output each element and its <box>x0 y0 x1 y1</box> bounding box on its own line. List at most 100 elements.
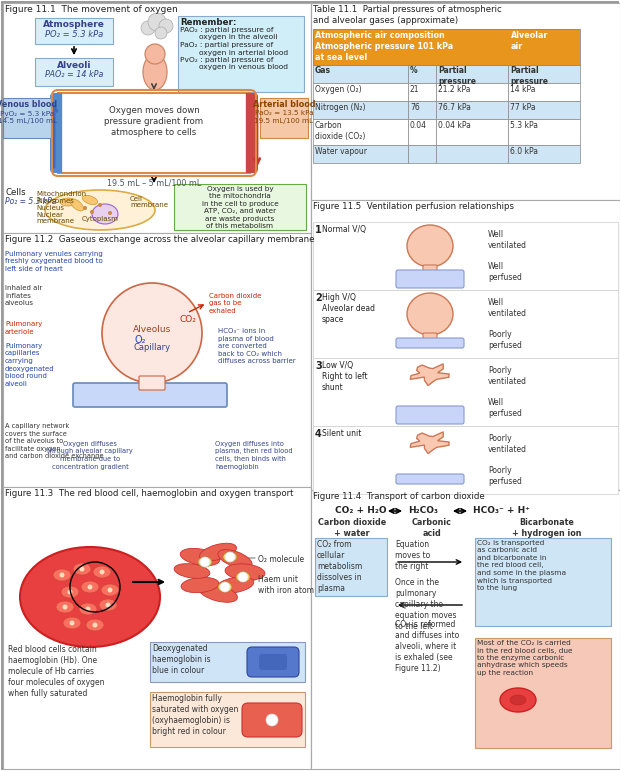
Text: 76: 76 <box>410 103 420 112</box>
Circle shape <box>99 570 105 574</box>
Ellipse shape <box>174 564 210 578</box>
Ellipse shape <box>92 204 118 224</box>
Text: Table 11.1  Partial pressures of atmospheric
and alveolar gases (approximate): Table 11.1 Partial pressures of atmosphe… <box>313 5 502 25</box>
Text: Remember:: Remember: <box>180 18 236 27</box>
Bar <box>150 642 305 682</box>
Ellipse shape <box>63 617 81 629</box>
Text: Carbonic
acid: Carbonic acid <box>412 518 452 538</box>
Circle shape <box>225 552 235 562</box>
Circle shape <box>68 590 73 594</box>
Text: HCO₃⁻ ions in
plasma of blood
are converted
back to CO₂ which
diffuses across ba: HCO₃⁻ ions in plasma of blood are conver… <box>218 328 296 364</box>
Text: CO₂ from
cellular
metabolism
dissolves in
plasma: CO₂ from cellular metabolism dissolves i… <box>317 540 362 594</box>
Text: Inhaled air
inflates
alveolus: Inhaled air inflates alveolus <box>5 285 42 306</box>
Text: Arterial blood: Arterial blood <box>253 100 315 109</box>
Text: Mitochondrion: Mitochondrion <box>36 191 86 197</box>
Text: Equation
moves to
the right: Equation moves to the right <box>395 540 430 571</box>
Bar <box>508 65 580 83</box>
Text: 0.04: 0.04 <box>410 121 427 130</box>
FancyBboxPatch shape <box>423 265 437 275</box>
Bar <box>436 101 508 119</box>
Bar <box>408 101 436 119</box>
Bar <box>58 93 250 173</box>
Text: 14 kPa: 14 kPa <box>510 85 536 94</box>
Ellipse shape <box>60 198 76 206</box>
Bar <box>174 184 306 230</box>
Text: Red blood cells contain
haemoglobin (Hb). One
molecule of Hb carries
four molecu: Red blood cells contain haemoglobin (Hb)… <box>8 645 105 699</box>
Circle shape <box>148 13 166 31</box>
FancyBboxPatch shape <box>396 338 464 348</box>
Text: Figure 11.4  Transport of carbon dioxide: Figure 11.4 Transport of carbon dioxide <box>313 492 485 501</box>
Text: Figure 11.2  Gaseous exchange across the alveolar capillary membrane: Figure 11.2 Gaseous exchange across the … <box>5 235 314 244</box>
Text: Poorly
perfused: Poorly perfused <box>488 466 522 486</box>
Bar <box>508 29 580 65</box>
Text: Venous blood: Venous blood <box>0 100 58 109</box>
Ellipse shape <box>79 603 97 615</box>
Ellipse shape <box>223 552 237 562</box>
Text: Alveolus: Alveolus <box>133 325 171 334</box>
Ellipse shape <box>102 283 202 383</box>
Text: Figure 11.5  Ventilation perfusion relationships: Figure 11.5 Ventilation perfusion relati… <box>313 202 514 211</box>
FancyBboxPatch shape <box>139 376 165 390</box>
Text: Figure 11.3  The red blood cell, haemoglobin and oxygen transport: Figure 11.3 The red blood cell, haemoglo… <box>5 489 293 498</box>
Circle shape <box>220 582 230 592</box>
Bar <box>313 290 618 358</box>
Polygon shape <box>410 432 449 453</box>
Bar <box>313 222 618 290</box>
Circle shape <box>105 602 110 608</box>
Circle shape <box>145 44 165 64</box>
Text: Deoxygenated
haemoglobin is
blue in colour: Deoxygenated haemoglobin is blue in colo… <box>152 644 211 675</box>
Bar <box>313 83 408 101</box>
Text: Normal V/Q: Normal V/Q <box>322 225 366 234</box>
Text: Cells: Cells <box>5 188 25 197</box>
Text: PaO₂ = 13.5 kPa
19.5 mL/100 mL: PaO₂ = 13.5 kPa 19.5 mL/100 mL <box>254 110 314 123</box>
Text: Atmospheric air composition
Atmospheric pressure 101 kPa
at sea level: Atmospheric air composition Atmospheric … <box>315 31 453 62</box>
Bar <box>508 145 580 163</box>
FancyBboxPatch shape <box>396 474 464 484</box>
FancyBboxPatch shape <box>242 703 302 737</box>
Text: Carbon dioxide
gas to be
exhaled: Carbon dioxide gas to be exhaled <box>209 293 262 314</box>
Text: Well
ventilated: Well ventilated <box>488 298 527 318</box>
Text: Oxygen diffuses into
plasma, then red blood
cells, then binds with
haemoglobin: Oxygen diffuses into plasma, then red bl… <box>215 441 293 470</box>
Ellipse shape <box>198 584 237 602</box>
FancyBboxPatch shape <box>50 93 58 173</box>
Bar <box>150 692 305 747</box>
Ellipse shape <box>200 544 236 561</box>
FancyBboxPatch shape <box>423 333 437 343</box>
Ellipse shape <box>500 688 536 712</box>
Text: Gas: Gas <box>315 66 331 75</box>
Ellipse shape <box>407 293 453 335</box>
Circle shape <box>90 210 94 214</box>
Text: Oxygen (O₂): Oxygen (O₂) <box>315 85 361 94</box>
Text: Nucleus: Nucleus <box>36 205 64 211</box>
Text: O₂: O₂ <box>135 335 146 345</box>
Text: Alveoli: Alveoli <box>57 61 91 70</box>
Circle shape <box>60 573 64 577</box>
Ellipse shape <box>45 190 155 230</box>
Text: Oxygen moves down
pressure gradient from
atmosphere to cells: Oxygen moves down pressure gradient from… <box>104 106 203 137</box>
Text: Partial
pressure: Partial pressure <box>438 66 476 86</box>
Text: H₂CO₃: H₂CO₃ <box>408 506 438 515</box>
Ellipse shape <box>143 54 167 90</box>
Bar <box>408 119 436 145</box>
Text: Well
perfused: Well perfused <box>488 398 522 418</box>
Ellipse shape <box>236 572 250 582</box>
Ellipse shape <box>225 564 265 580</box>
Text: Well
perfused: Well perfused <box>488 262 522 282</box>
Bar <box>313 145 408 163</box>
Text: Pulmonary venules carrying
freshly oxygenated blood to
left side of heart: Pulmonary venules carrying freshly oxyge… <box>5 251 103 272</box>
Text: Cytoplasm: Cytoplasm <box>82 216 118 222</box>
Ellipse shape <box>82 195 97 204</box>
Text: Low V/Q
Right to left
shunt: Low V/Q Right to left shunt <box>322 361 368 392</box>
Text: PAO₂ : partial pressure of
        oxygen in the alveoli
PaO₂ : partial pressure: PAO₂ : partial pressure of oxygen in the… <box>180 27 288 70</box>
Text: 0.04 kPa: 0.04 kPa <box>438 121 471 130</box>
Text: HCO₃⁻ + H⁺: HCO₃⁻ + H⁺ <box>473 506 530 515</box>
Bar <box>436 65 508 83</box>
Bar <box>313 101 408 119</box>
Circle shape <box>98 203 102 207</box>
Circle shape <box>159 19 173 33</box>
Bar <box>508 83 580 101</box>
Circle shape <box>79 567 84 571</box>
Bar <box>508 101 580 119</box>
Ellipse shape <box>81 581 99 593</box>
Text: Alveolar
air: Alveolar air <box>511 31 549 51</box>
